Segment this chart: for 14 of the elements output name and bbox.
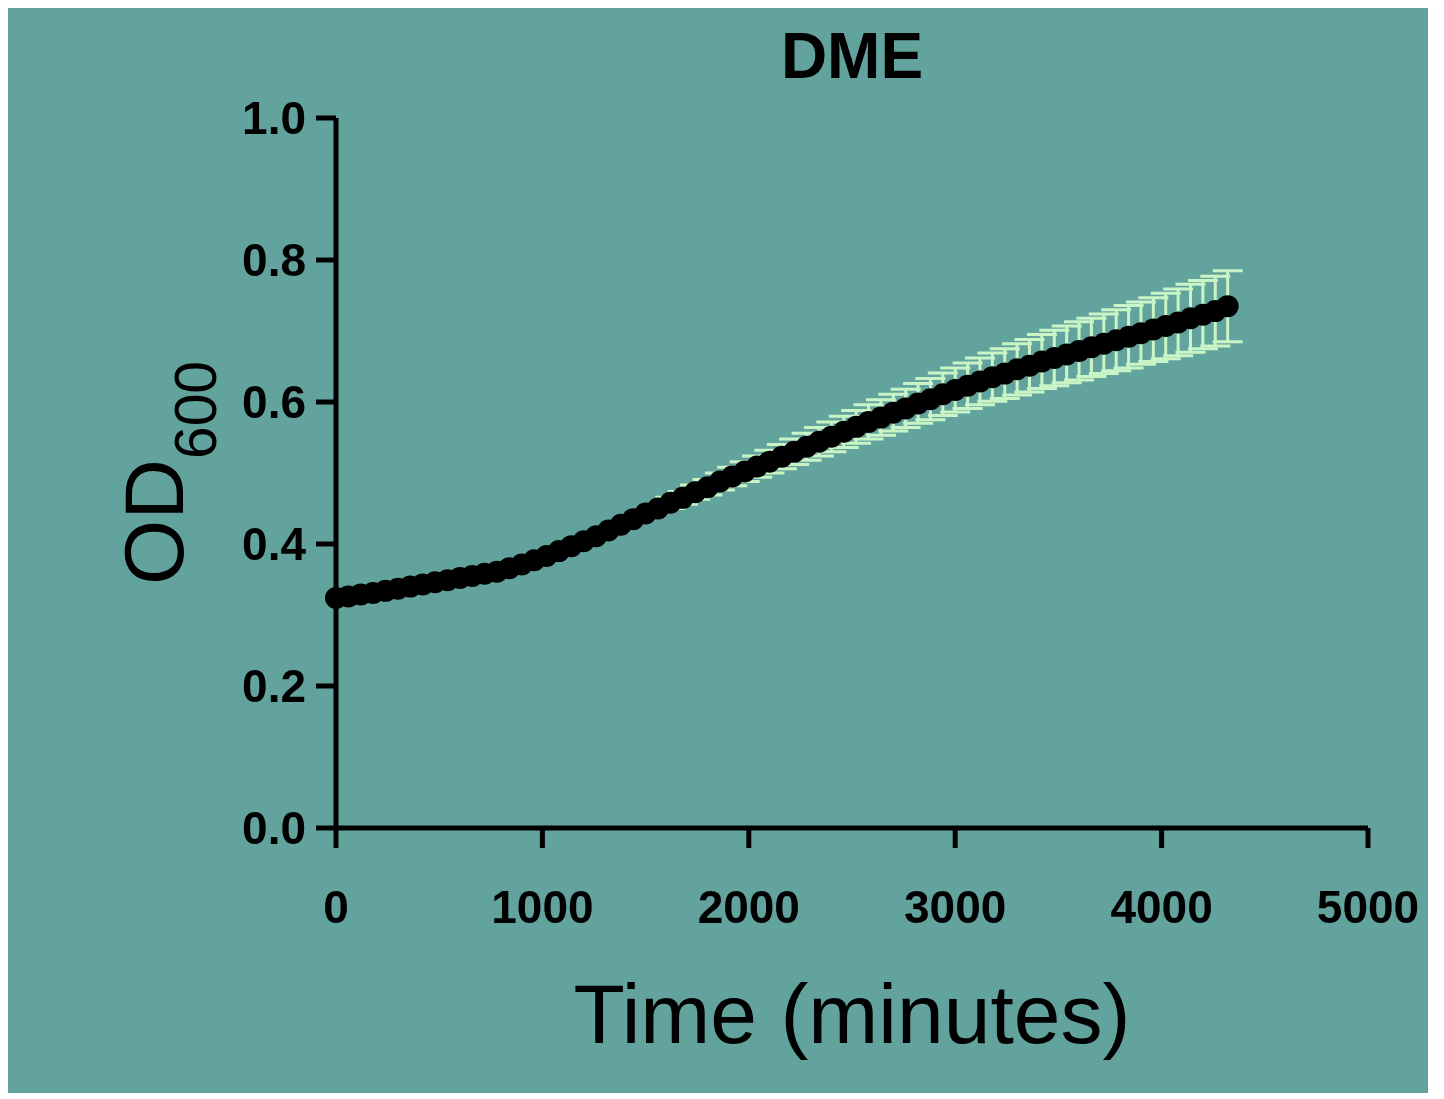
x-tick-label: 4000 <box>1110 881 1213 933</box>
chart-title: DME <box>780 20 924 92</box>
x-tick-label: 1000 <box>491 881 594 933</box>
x-tick-label: 0 <box>323 881 349 933</box>
x-tick-label: 5000 <box>1316 881 1420 933</box>
x-tick-label: 2000 <box>697 881 800 933</box>
y-tick-label: 1.0 <box>242 92 306 145</box>
x-axis-title: Time (minutes) <box>573 967 1131 1061</box>
x-tick-label: 3000 <box>904 881 1007 933</box>
y-tick-label: 0.4 <box>242 518 307 571</box>
y-tick-label: 0.0 <box>242 802 306 855</box>
y-tick-label: 0.2 <box>242 660 306 713</box>
y-tick-label: 0.6 <box>242 376 306 429</box>
y-tick-label: 0.8 <box>242 234 306 287</box>
